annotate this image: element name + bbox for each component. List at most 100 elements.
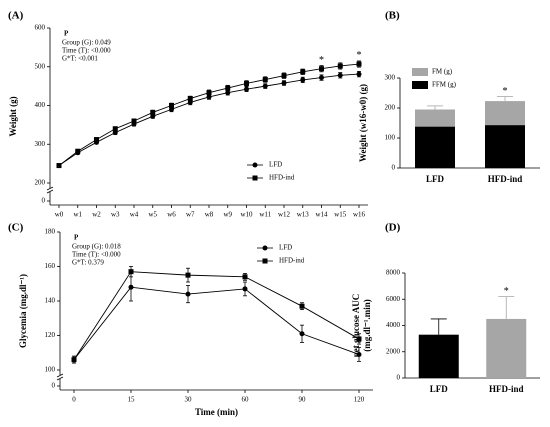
bar (486, 318, 527, 378)
data-point (242, 286, 248, 292)
x-tick-label: w15 (334, 211, 347, 219)
significance-star: * (504, 286, 509, 297)
data-point (262, 77, 268, 83)
data-point (150, 109, 156, 115)
data-point (299, 303, 305, 309)
legend-label: HFD-ind (269, 174, 295, 182)
y-tick-label: 0 (397, 374, 401, 382)
panel-label: (A) (8, 10, 24, 22)
data-point (128, 284, 134, 290)
data-point (244, 86, 249, 92)
x-tick-label: w4 (130, 211, 139, 219)
data-point (337, 72, 343, 78)
x-tick-label: w8 (205, 211, 214, 219)
data-point (356, 351, 362, 357)
y-axis-label: Weight (w16-w0) (g) (358, 84, 368, 162)
y-axis-label: net glucose AUC (351, 294, 361, 358)
y-tick-label: 180 (45, 228, 56, 236)
x-tick-label: w16 (353, 211, 366, 219)
data-point (225, 85, 231, 91)
data-point (187, 96, 193, 102)
data-point (356, 336, 362, 342)
bar-segment (485, 125, 525, 168)
x-tick-label: w7 (186, 211, 195, 219)
x-tick-label: w12 (278, 211, 291, 219)
x-tick-label: w11 (259, 211, 271, 219)
x-tick-label: 0 (72, 396, 76, 404)
axis-break (56, 373, 64, 378)
series-line (58, 63, 360, 166)
x-tick-label: w5 (148, 211, 157, 219)
axis-break (46, 189, 54, 194)
legend-label: FFM (g) (432, 81, 457, 89)
y-tick-label: 200 (385, 104, 396, 112)
y-tick-label: 300 (35, 140, 46, 148)
data-point (206, 90, 212, 96)
legend-label: HFD-ind (279, 257, 305, 265)
legend-label: LFD (279, 244, 292, 252)
axis-break (56, 376, 64, 381)
bar-segment (415, 126, 455, 168)
data-point (185, 272, 191, 278)
y-tick-label: 0 (42, 197, 46, 205)
x-tick-label: w13 (297, 211, 310, 219)
y-tick-label: 400 (35, 101, 46, 109)
y-tick-label: 120 (45, 331, 56, 339)
data-point (71, 357, 77, 363)
x-axis-label: Time (min) (195, 407, 238, 417)
stats-line: Time (T): <0.000 (62, 47, 111, 55)
axis-break (46, 186, 54, 191)
x-tick-label: HFD-ind (488, 174, 523, 184)
y-tick-label: 160 (45, 262, 56, 270)
data-point (356, 61, 362, 67)
legend-marker (252, 162, 258, 168)
x-tick-label: w10 (240, 211, 253, 219)
legend-label: LFD (269, 161, 282, 169)
legend-swatch (412, 81, 428, 89)
legend-marker (262, 258, 268, 264)
series-line (58, 73, 360, 166)
stats-line: G*T: <0.001 (62, 55, 98, 63)
data-point (300, 69, 306, 75)
data-point (225, 90, 231, 96)
data-point (319, 66, 324, 72)
y-tick-label: 140 (45, 297, 56, 305)
y-tick-label: 300 (385, 74, 396, 82)
series-line (73, 271, 360, 360)
data-point (281, 73, 287, 79)
y-tick-label: 100 (45, 366, 56, 374)
data-point (262, 83, 268, 89)
data-point (300, 77, 306, 83)
y-tick-label: 4000 (386, 321, 401, 329)
panel-label: (D) (385, 222, 401, 234)
x-tick-label: LFD (426, 174, 445, 184)
y-tick-label: 600 (35, 24, 46, 32)
x-tick-label: w14 (315, 211, 328, 219)
data-point (56, 163, 62, 169)
legend-label: FM (g) (432, 68, 453, 76)
data-point (185, 291, 191, 297)
y-axis-label: Weight (g) (8, 96, 18, 136)
y-tick-label: 6000 (386, 295, 401, 303)
y-tick-label: 8000 (386, 269, 401, 277)
data-point (281, 80, 287, 86)
y-axis-label: (mg.dl⁻¹.min) (362, 299, 372, 351)
x-tick-label: HFD-ind (489, 384, 524, 394)
x-tick-label: 30 (185, 396, 193, 404)
data-point (131, 118, 137, 124)
x-tick-label: w9 (223, 211, 232, 219)
stats-line: G*T: 0.379 (72, 259, 104, 267)
data-point (337, 63, 343, 69)
series-line (73, 286, 360, 360)
bar (418, 334, 459, 378)
significance-star: * (319, 55, 324, 66)
bar-segment (485, 101, 525, 126)
y-axis-label: Glycemia (mg.dl⁻¹) (18, 274, 28, 348)
data-point (169, 103, 174, 108)
data-point (319, 75, 324, 81)
x-tick-label: 15 (128, 396, 136, 404)
data-point (112, 130, 118, 136)
y-tick-label: 500 (35, 62, 46, 70)
x-tick-label: w3 (111, 211, 120, 219)
